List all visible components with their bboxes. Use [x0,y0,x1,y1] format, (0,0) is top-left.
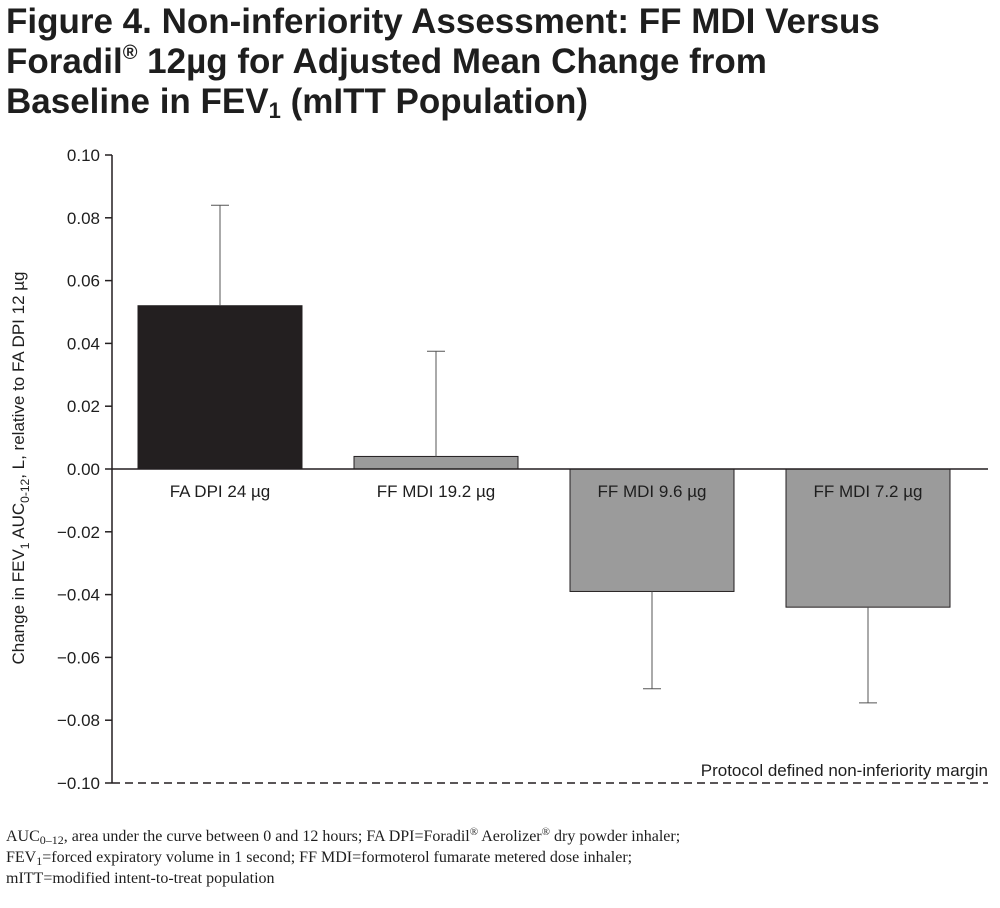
category-label: FF MDI 19.2 µg [377,482,495,501]
bar-chart: 0.10 0.08 0.06 0.04 0.02 0.00 −0.02 −0.04 −0.06 −… [9,146,988,793]
y-tick-label: 0.00 [67,460,100,479]
title-line-2: Foradil® 12µg for Adjusted Mean Change f… [6,42,767,81]
y-tick-label: −0.04 [57,586,100,605]
y-axis: 0.10 0.08 0.06 0.04 0.02 0.00 −0.02 −0.04 −0.06 −… [57,146,113,793]
footnote-line-1: AUC0–12, area under the curve between 0 … [6,826,681,847]
y-tick-label: −0.06 [57,648,100,667]
category-labels: FA DPI 24 µg FF MDI 19.2 µg FF MDI 9.6 µg F… [170,482,923,501]
y-tick-label: −0.10 [57,774,100,793]
bar [137,305,303,470]
title-line-1: Figure 4. Non-inferiority Assessment: FF… [6,2,880,41]
footnote: AUC0–12, area under the curve between 0 … [6,826,996,889]
y-tick-label: 0.04 [67,334,100,353]
bar [569,468,735,592]
figure-title: Figure 4. Non-inferiority Assessment: FF… [6,2,996,122]
y-tick-label: 0.10 [67,146,100,165]
bar [353,455,519,470]
footnote-line-2: FEV1=forced expiratory volume in 1 secon… [6,849,633,868]
y-tick-label: 0.08 [67,209,100,228]
margin-label: Protocol defined non-inferiority margin [701,761,988,780]
y-tick-label: −0.02 [57,523,100,542]
category-label: FF MDI 7.2 µg [814,482,923,501]
bars [137,305,951,608]
category-label: FA DPI 24 µg [170,482,271,501]
y-axis-label: Change in FEV1 AUC0-12, L, relative to F… [9,272,32,665]
footnote-line-3: mITT=modified intent-to-treat population [6,870,275,887]
category-label: FF MDI 9.6 µg [598,482,707,501]
y-tick-label: 0.06 [67,272,100,291]
error-bars [211,204,877,704]
title-line-3: Baseline in FEV1 (mITT Population) [6,82,589,123]
y-tick-label: 0.02 [67,397,100,416]
non-inferiority-margin: Protocol defined non-inferiority margin [112,761,988,784]
y-tick-label: −0.08 [57,711,100,730]
